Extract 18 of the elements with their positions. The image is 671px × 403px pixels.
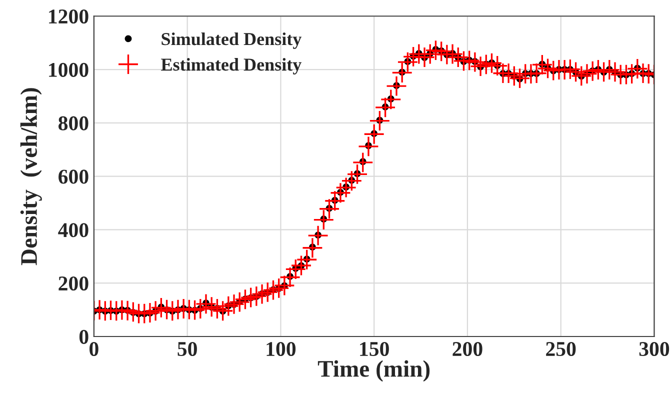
y-tick-label: 200 xyxy=(58,276,88,291)
x-tick-label: 100 xyxy=(266,342,296,356)
y-tick-label: 1000 xyxy=(49,62,88,77)
x-tick-label: 250 xyxy=(546,342,576,356)
y-axis-title: Density (veh/km) xyxy=(20,88,42,266)
x-tick-label: 200 xyxy=(452,342,482,356)
x-tick-label: 0 xyxy=(90,342,98,356)
x-tick-label: 300 xyxy=(639,342,670,356)
y-tick-label: 400 xyxy=(58,223,88,238)
y-tick-label: 1200 xyxy=(49,9,88,24)
legend-label: Estimated Density xyxy=(161,58,302,74)
legend-label: Simulated Density xyxy=(162,32,302,49)
y-tick-label: 600 xyxy=(58,170,88,184)
y-tick-label: 0 xyxy=(79,330,88,344)
x-tick-label: 50 xyxy=(178,342,197,356)
y-tick-label: 800 xyxy=(58,116,88,130)
x-axis-title: Time (min) xyxy=(318,360,430,382)
x-tick-label: 150 xyxy=(360,342,389,356)
